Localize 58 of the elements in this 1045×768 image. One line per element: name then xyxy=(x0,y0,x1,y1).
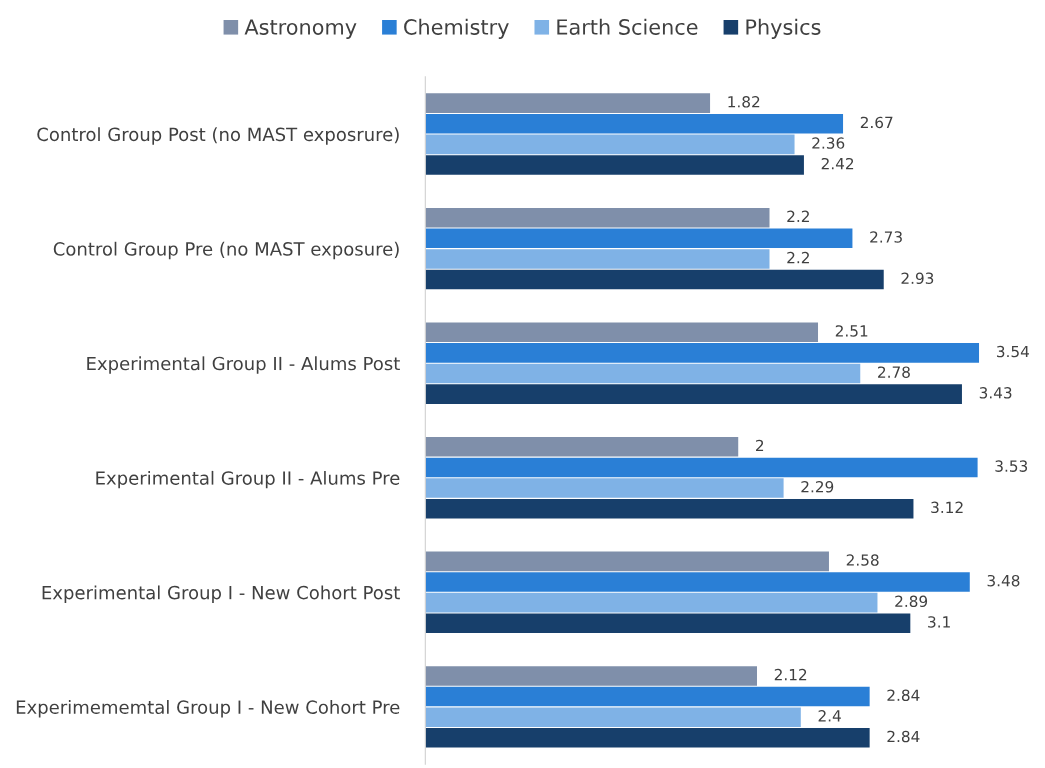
bar xyxy=(425,686,870,707)
bar xyxy=(425,269,884,290)
bar xyxy=(425,728,870,748)
bar xyxy=(425,437,739,457)
data-label: 2.73 xyxy=(870,231,902,243)
data-label: 3.1 xyxy=(928,616,950,628)
legend-label: Chemistry xyxy=(404,18,509,39)
bar xyxy=(425,134,795,155)
y-tick-label: Control Group Pre (no MAST exposure) xyxy=(53,241,399,260)
bar xyxy=(425,207,770,228)
data-label: 2.2 xyxy=(787,251,809,264)
bar xyxy=(425,155,804,175)
data-label: 2.84 xyxy=(887,689,920,701)
y-tick-label: Experimememtal Group I - New Cohort Pre xyxy=(16,700,400,718)
data-label: 2.67 xyxy=(860,116,893,129)
y-tick-label: Experimental Group II - Alums Pre xyxy=(96,470,400,489)
data-label: 2.89 xyxy=(895,595,928,608)
bar xyxy=(425,707,801,727)
data-label: 2.12 xyxy=(774,668,807,681)
data-label: 1.82 xyxy=(728,96,760,108)
legend-label: Astronomy xyxy=(244,19,357,39)
data-label: 2 xyxy=(756,439,764,452)
data-label: 3.43 xyxy=(979,387,1012,399)
bar xyxy=(425,498,914,519)
data-label: 2.29 xyxy=(801,480,834,493)
y-tick-label: Experimental Group I - New Cohort Post xyxy=(42,585,400,603)
bar xyxy=(425,363,861,384)
data-label: 2.36 xyxy=(812,137,845,149)
bar xyxy=(425,613,911,634)
data-label: 2.42 xyxy=(821,157,854,170)
bar xyxy=(425,322,819,343)
bar xyxy=(425,113,844,134)
bar xyxy=(425,93,711,113)
bar xyxy=(425,551,829,572)
data-label: 2.4 xyxy=(818,710,841,722)
data-label: 2.2 xyxy=(787,210,809,222)
data-label: 2.78 xyxy=(878,366,910,378)
y-tick-label: Experimental Group II - Alums Post xyxy=(87,356,400,374)
data-label: 3.12 xyxy=(931,501,963,514)
data-label: 2.84 xyxy=(887,730,920,743)
legend-label: Earth Science xyxy=(557,18,698,35)
bar xyxy=(425,457,978,478)
bar xyxy=(425,384,962,404)
y-tick-label: Control Group Post (no MAST exposrure) xyxy=(37,127,399,145)
bar xyxy=(425,572,970,592)
data-label: 2.51 xyxy=(835,325,868,337)
bar xyxy=(425,592,878,613)
data-label: 3.53 xyxy=(995,460,1028,472)
legend-label: Physics xyxy=(746,18,821,39)
bar xyxy=(425,343,980,363)
bar xyxy=(425,228,853,249)
bar xyxy=(425,478,784,498)
bar xyxy=(425,666,757,686)
data-label: 3.54 xyxy=(997,345,1029,358)
data-label: 3.48 xyxy=(987,574,1020,587)
data-label: 2.58 xyxy=(846,554,879,566)
bar xyxy=(425,249,770,269)
data-label: 2.93 xyxy=(901,272,934,284)
